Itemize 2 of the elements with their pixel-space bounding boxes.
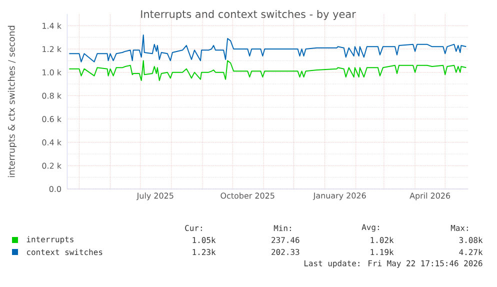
chart-title: Interrupts and context switches - by year [141,10,356,20]
y-axis-title: interrupts & ctx switches / second [8,26,17,178]
